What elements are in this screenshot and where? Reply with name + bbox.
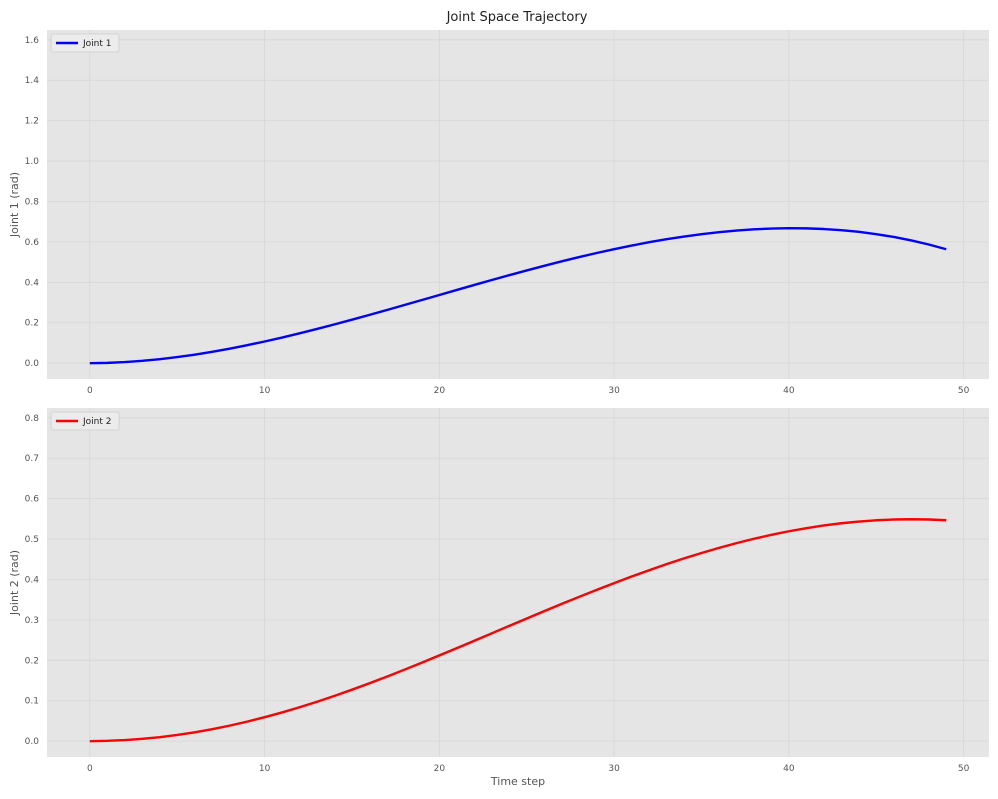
y-tick-label: 0.0 <box>25 359 40 369</box>
figure-title: Joint Space Trajectory <box>446 10 588 25</box>
series-line <box>89 227 947 365</box>
x-axis-label: Time step <box>490 775 545 788</box>
y-tick-label: 0.2 <box>25 319 39 329</box>
legend: Joint 2 <box>50 411 120 431</box>
y-tick-label: 0.0 <box>25 737 40 747</box>
joint-2-subplot: 0 10 20 30 40 50 0.0 0.1 0.2 0.3 0.4 0.5 0.6 0.7 0.8 Jo… <box>8 408 989 788</box>
legend-box <box>50 33 120 53</box>
y-tick-label: 0.2 <box>25 656 39 666</box>
legend: Joint 1 <box>50 33 120 53</box>
y-tick-label: 0.8 <box>25 414 40 424</box>
y-axis-label: Joint 1 (rad) <box>8 172 21 238</box>
y-tick-label: 0.1 <box>25 697 39 707</box>
x-tick-label: 50 <box>958 386 970 396</box>
x-tick-label: 20 <box>434 386 446 396</box>
y-tick-label: 1.4 <box>25 76 40 86</box>
plot-area <box>47 408 989 757</box>
y-tick-label: 0.7 <box>25 454 39 464</box>
y-tick-label: 0.8 <box>25 197 40 207</box>
y-tick-label: 0.5 <box>25 535 39 545</box>
legend-label: Joint 1 <box>82 39 111 49</box>
joint-1-subplot: 0 10 20 30 40 50 0.0 0.2 0.4 0.6 0.8 1.0 1.2 1.4 1.6 Jo… <box>8 30 989 396</box>
y-axis-label: Joint 2 (rad) <box>8 550 21 616</box>
y-tick-label: 0.4 <box>25 278 40 288</box>
y-tick-label: 0.6 <box>25 238 40 248</box>
y-tick-label: 0.3 <box>25 616 39 626</box>
series-line <box>89 518 947 743</box>
y-tick-label: 0.4 <box>25 575 40 585</box>
legend-box <box>50 411 120 431</box>
x-tick-label: 40 <box>783 386 795 396</box>
x-tick-label: 50 <box>958 764 970 774</box>
x-tick-label: 10 <box>259 386 271 396</box>
y-tick-label: 1.2 <box>25 117 39 127</box>
y-tick-label: 0.6 <box>25 495 40 505</box>
x-tick-label: 10 <box>259 764 271 774</box>
x-tick-label: 20 <box>434 764 446 774</box>
legend-label: Joint 2 <box>82 417 111 427</box>
x-tick-label: 0 <box>87 764 93 774</box>
y-tick-label: 1.6 <box>25 36 40 46</box>
plot-area <box>47 30 989 379</box>
x-tick-label: 30 <box>608 386 620 396</box>
y-tick-label: 1.0 <box>25 157 40 167</box>
x-tick-label: 0 <box>87 386 93 396</box>
x-tick-label: 30 <box>608 764 620 774</box>
x-tick-label: 40 <box>783 764 795 774</box>
